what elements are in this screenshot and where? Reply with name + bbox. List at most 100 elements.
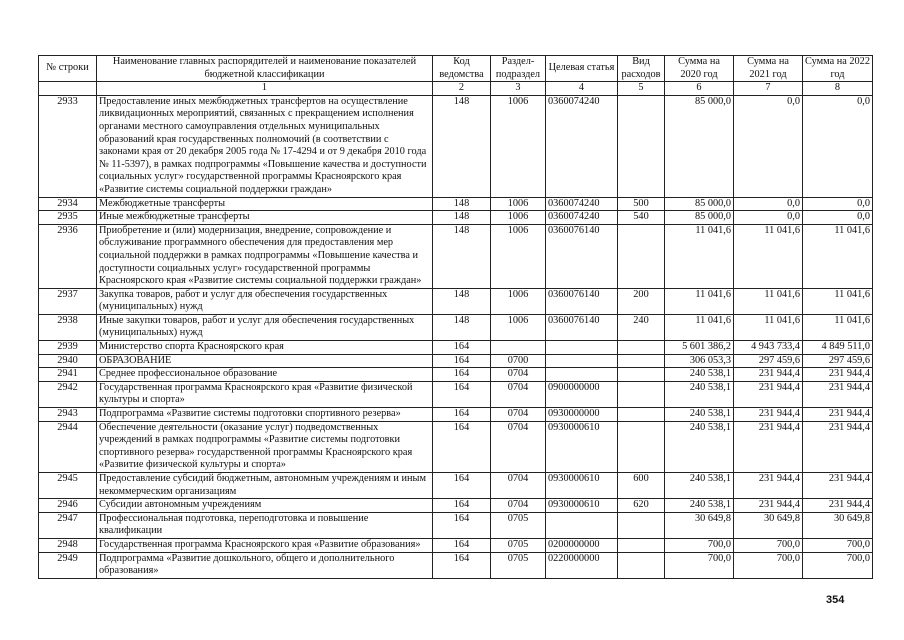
table-row: 2948 Государственная программа Красноярск…	[38, 537, 873, 553]
target-code: 0360074240	[545, 94, 618, 198]
row-number: 2948	[38, 537, 97, 553]
sum-2022: 0,0	[802, 94, 873, 198]
section-code: 0704	[490, 380, 546, 409]
target-code: 0200000000	[545, 537, 618, 553]
expense-kind	[617, 407, 665, 422]
expense-kind: 600	[617, 471, 665, 500]
row-number: 2934	[38, 196, 97, 212]
row-number: 2941	[38, 367, 97, 382]
sum-2021: 0,0	[733, 210, 803, 225]
numbering-cell: 3	[490, 81, 546, 96]
numbering-cell: 8	[802, 81, 873, 96]
row-name: Предоставление иных межбюджетных трансфе…	[96, 94, 433, 198]
header-cell: Вид расходов	[617, 54, 665, 83]
target-code	[545, 511, 618, 539]
header-cell: Код ведомства	[432, 54, 491, 83]
target-code	[545, 353, 618, 369]
table-row: 2934 Межбюджетные трансферты 148 1006 036007…	[38, 196, 873, 212]
sum-2021: 231 944,4	[733, 498, 803, 513]
numbering-cell: 5	[617, 81, 665, 96]
target-code: 0360076140	[545, 287, 618, 315]
sum-2021: 11 041,6	[733, 223, 803, 289]
sum-2022: 0,0	[802, 196, 873, 212]
numbering-cell: 4	[545, 81, 618, 96]
row-name: Государственная программа Красноярского …	[96, 537, 433, 553]
section-code: 0704	[490, 498, 546, 513]
expense-kind: 620	[617, 498, 665, 513]
row-name: Субсидии автономным учреждениям	[96, 498, 433, 513]
target-code: 0930000000	[545, 407, 618, 422]
sum-2020: 11 041,6	[664, 223, 734, 289]
sum-2020: 11 041,6	[664, 287, 734, 315]
sum-2022: 700,0	[802, 537, 873, 553]
target-code: 0930000610	[545, 498, 618, 513]
sum-2021: 4 943 733,4	[733, 340, 803, 355]
numbering-cell: 1	[96, 81, 433, 96]
header-cell: Сумма на 2022 год	[802, 54, 873, 83]
header-row: № строки Наименование главных распорядите…	[38, 54, 873, 83]
row-name: Обеспечение деятельности (оказание услуг…	[96, 420, 433, 474]
row-name: Среднее профессиональное образование	[96, 367, 433, 382]
header-cell: Раздел-подраздел	[490, 54, 546, 83]
section-code: 1006	[490, 94, 546, 198]
row-number: 2947	[38, 511, 97, 539]
table-row: 2939 Министерство спорта Красноярского кр…	[38, 340, 873, 355]
sum-2022: 11 041,6	[802, 223, 873, 289]
expense-kind	[617, 380, 665, 409]
sum-2021: 231 944,4	[733, 367, 803, 382]
sum-2021: 700,0	[733, 551, 803, 579]
sum-2021: 297 459,6	[733, 353, 803, 369]
table-row: 2936 Приобретение и (или) модернизация, в…	[38, 223, 873, 289]
page-number: 354	[826, 594, 845, 606]
dept-code: 148	[432, 287, 491, 315]
row-number: 2942	[38, 380, 97, 409]
sum-2020: 85 000,0	[664, 94, 734, 198]
sum-2020: 240 538,1	[664, 498, 734, 513]
section-code: 0704	[490, 407, 546, 422]
row-number: 2937	[38, 287, 97, 315]
sum-2021: 30 649,8	[733, 511, 803, 539]
row-name: Межбюджетные трансферты	[96, 196, 433, 212]
section-code: 0705	[490, 537, 546, 553]
dept-code: 164	[432, 551, 491, 579]
dept-code: 164	[432, 340, 491, 355]
sum-2020: 5 601 386,2	[664, 340, 734, 355]
sum-2022: 700,0	[802, 551, 873, 579]
dept-code: 164	[432, 367, 491, 382]
section-code: 0704	[490, 471, 546, 500]
sum-2021: 11 041,6	[733, 313, 803, 342]
sum-2022: 297 459,6	[802, 353, 873, 369]
target-code	[545, 367, 618, 382]
sum-2020: 240 538,1	[664, 407, 734, 422]
sum-2021: 0,0	[733, 94, 803, 198]
sum-2020: 240 538,1	[664, 380, 734, 409]
table-row: 2949 Подпрограмма «Развитие дошкольного, …	[38, 551, 873, 579]
target-code: 0900000000	[545, 380, 618, 409]
expense-kind	[617, 551, 665, 579]
row-name: Подпрограмма «Развитие системы подготовк…	[96, 407, 433, 422]
dept-code: 148	[432, 210, 491, 225]
table-row: 2940 ОБРАЗОВАНИЕ 164 0700 306 053,3 297 459,6…	[38, 353, 873, 369]
expense-kind	[617, 420, 665, 474]
sum-2021: 700,0	[733, 537, 803, 553]
table-header: № строки Наименование главных распорядите…	[38, 54, 873, 96]
expense-kind: 240	[617, 313, 665, 342]
sum-2022: 231 944,4	[802, 420, 873, 474]
table-row: 2943 Подпрограмма «Развитие системы подго…	[38, 407, 873, 422]
table-row: 2933 Предоставление иных межбюджетных тра…	[38, 94, 873, 198]
header-cell: № строки	[38, 54, 97, 83]
header-cell: Целевая статья	[545, 54, 618, 83]
table-row: 2947 Профессиональная подготовка, перепод…	[38, 511, 873, 539]
row-number: 2949	[38, 551, 97, 579]
table-row: 2946 Субсидии автономным учреждениям 164 07…	[38, 498, 873, 513]
expense-kind	[617, 537, 665, 553]
expense-kind	[617, 223, 665, 289]
sum-2020: 85 000,0	[664, 210, 734, 225]
section-code: 1006	[490, 313, 546, 342]
row-number: 2935	[38, 210, 97, 225]
section-code: 1006	[490, 196, 546, 212]
table-row: 2935 Иные межбюджетные трансферты 148 1006 0…	[38, 210, 873, 225]
expense-kind	[617, 511, 665, 539]
row-number: 2945	[38, 471, 97, 500]
